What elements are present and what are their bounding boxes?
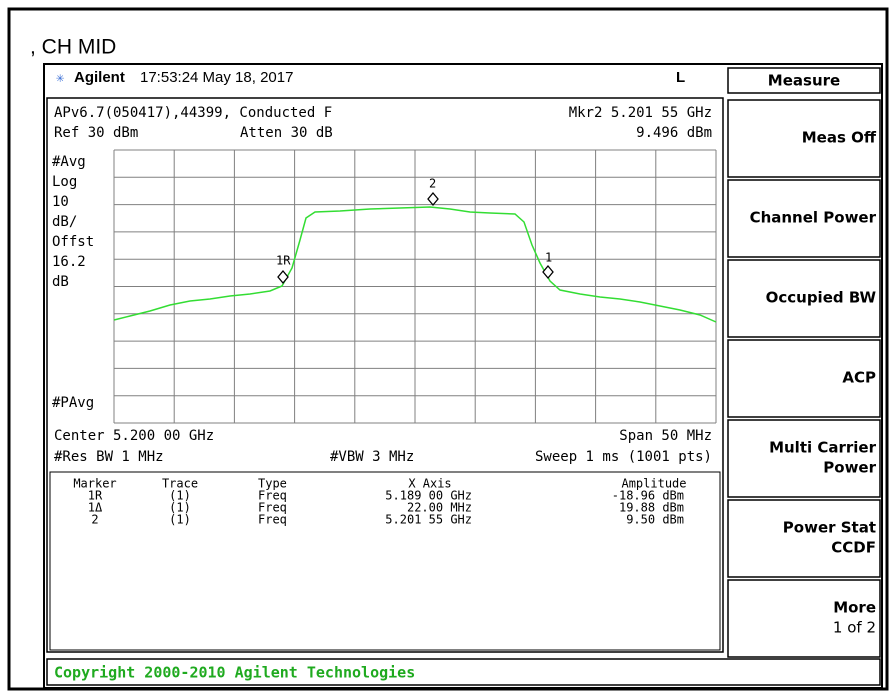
- vbw: #VBW 3 MHz: [330, 449, 414, 465]
- table-cell: -18.96 dBm: [612, 489, 684, 503]
- span: Span 50 MHz: [619, 428, 712, 444]
- softkey[interactable]: [727, 419, 881, 498]
- softkey-label: Power Stat: [783, 519, 876, 537]
- copyright-bar: [46, 658, 881, 686]
- display-box: [46, 97, 724, 653]
- marker-label: 1: [545, 251, 552, 265]
- side-label: Offst: [52, 234, 94, 250]
- table-cell: Freq: [258, 489, 287, 503]
- marker-label: 2: [429, 177, 436, 191]
- marker-table-box: [49, 471, 721, 651]
- table-cell: 22.00 MHz: [407, 501, 472, 515]
- side-labels: #Avg Log 10 dB/Offst 16.2 dB: [52, 154, 94, 290]
- side-label: 16.2: [52, 254, 86, 270]
- title: , CH MID: [30, 36, 116, 59]
- table-cell: 19.88 dBm: [619, 501, 684, 515]
- table-cell: 9.50 dBm: [626, 513, 684, 527]
- bottom-label: #PAvg: [52, 395, 94, 411]
- ref-level: Ref 30 dBm: [54, 125, 138, 141]
- datetime: 17:53:24 May 18, 2017: [140, 69, 293, 86]
- table-cell: (1): [169, 489, 191, 503]
- marker-table: Marker Trace Type X Axis Amplitude 1R (1) Freq 5…: [73, 477, 686, 527]
- softkeys: Meas Off Channel Power Occupied BW ACP Multi…: [727, 99, 881, 658]
- softkey-label: Channel Power: [750, 209, 877, 227]
- table-cell: Freq: [258, 501, 287, 515]
- table-header: Marker: [73, 477, 116, 491]
- table-cell: Freq: [258, 513, 287, 527]
- side-label: dB/: [52, 214, 77, 230]
- status: L: [676, 69, 685, 86]
- brand: Agilent: [74, 69, 125, 86]
- table-header: Type: [258, 477, 287, 491]
- logo: ✳: [56, 70, 65, 86]
- sweep: Sweep 1 ms (1001 pts): [535, 449, 712, 465]
- trace: [113, 206, 717, 323]
- table-cell: 5.189 00 GHz: [385, 489, 472, 503]
- marker-label: 1R: [276, 254, 291, 268]
- copyright: Copyright 2000-2010 Agilent Technologies: [54, 664, 415, 682]
- center-freq: Center 5.200 00 GHz: [54, 428, 214, 444]
- rbw: #Res BW 1 MHz: [54, 449, 164, 465]
- table-header: X Axis: [408, 477, 451, 491]
- atten: Atten 30 dB: [240, 125, 333, 141]
- softkey[interactable]: [727, 179, 881, 258]
- softkey[interactable]: [727, 259, 881, 338]
- marker-amp: 9.496 dBm: [636, 125, 712, 141]
- table-header: Amplitude: [621, 477, 686, 491]
- marker-diamond: [427, 191, 439, 207]
- table-header: Trace: [162, 477, 198, 491]
- table-cell: 5.201 55 GHz: [385, 513, 472, 527]
- side-label: #Avg: [52, 154, 86, 170]
- softkey-label: CCDF: [831, 539, 876, 557]
- softkey-label: Multi Carrier: [769, 439, 877, 457]
- softkey-label: Power: [823, 459, 876, 477]
- table-cell: 2: [91, 513, 98, 527]
- softkey[interactable]: [727, 339, 881, 418]
- menu-title-box: [727, 67, 881, 94]
- softkey-label: Meas Off: [802, 129, 877, 147]
- side-label: 10: [52, 194, 69, 210]
- softkey-label: More: [833, 599, 876, 617]
- table-cell: (1): [169, 501, 191, 515]
- softkey[interactable]: [727, 499, 881, 578]
- marker-diamond: [277, 269, 289, 285]
- softkey[interactable]: [727, 579, 881, 658]
- side-label: dB: [52, 274, 69, 290]
- table-cell: 1Δ: [88, 501, 103, 515]
- softkey-label: Occupied BW: [766, 289, 877, 307]
- instrument-frame: [43, 63, 883, 689]
- softkey-label: 1 of 2: [833, 619, 876, 637]
- table-cell: 1R: [88, 489, 103, 503]
- softkey-label: ACP: [842, 369, 876, 387]
- side-label: Log: [52, 174, 77, 190]
- line1: APv6.7(050417),44399, Conducted F: [54, 105, 332, 121]
- table-cell: (1): [169, 513, 191, 527]
- marker-readout: Mkr2 5.201 55 GHz: [569, 105, 712, 121]
- menu-title: Measure: [768, 72, 840, 90]
- softkey[interactable]: [727, 99, 881, 178]
- graticule: [113, 149, 717, 424]
- marker-diamond: [542, 264, 554, 280]
